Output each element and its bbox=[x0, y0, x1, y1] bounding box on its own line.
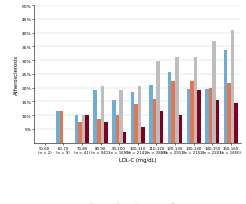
Bar bbox=[156, 62, 160, 143]
Bar bbox=[171, 81, 175, 143]
Bar bbox=[224, 51, 227, 143]
Bar bbox=[60, 111, 63, 143]
Bar bbox=[149, 85, 153, 143]
Bar bbox=[234, 103, 238, 143]
Bar bbox=[131, 92, 134, 143]
Bar bbox=[138, 87, 141, 143]
Bar bbox=[190, 81, 194, 143]
Bar bbox=[116, 115, 119, 143]
Bar bbox=[119, 91, 123, 143]
Bar bbox=[231, 31, 234, 143]
Bar bbox=[212, 42, 216, 143]
Bar bbox=[227, 84, 231, 143]
Bar bbox=[56, 111, 60, 143]
Bar bbox=[134, 104, 138, 143]
Bar bbox=[160, 111, 163, 143]
X-axis label: LDL-C (mg/dL): LDL-C (mg/dL) bbox=[119, 157, 156, 162]
Bar bbox=[93, 91, 97, 143]
Bar bbox=[75, 115, 78, 143]
Bar bbox=[205, 90, 209, 143]
Bar bbox=[78, 122, 82, 143]
Bar bbox=[123, 132, 126, 143]
Bar bbox=[97, 120, 101, 143]
Bar bbox=[85, 115, 89, 143]
Bar bbox=[82, 115, 85, 143]
Bar bbox=[112, 100, 116, 143]
Bar bbox=[194, 58, 197, 143]
Bar bbox=[186, 90, 190, 143]
Bar bbox=[141, 128, 145, 143]
Bar bbox=[197, 91, 201, 143]
Bar bbox=[179, 115, 182, 143]
Bar bbox=[104, 122, 108, 143]
Bar bbox=[209, 88, 212, 143]
Bar bbox=[216, 100, 219, 143]
Bar bbox=[153, 99, 156, 143]
Y-axis label: Atherosclerosis: Atherosclerosis bbox=[15, 54, 19, 94]
Bar bbox=[168, 73, 171, 143]
Bar bbox=[175, 58, 179, 143]
Legend: CAROTIDS, AORTA, ILIO-FEMORALS, CACS: CAROTIDS, AORTA, ILIO-FEMORALS, CACS bbox=[88, 202, 188, 204]
Bar bbox=[101, 87, 104, 143]
